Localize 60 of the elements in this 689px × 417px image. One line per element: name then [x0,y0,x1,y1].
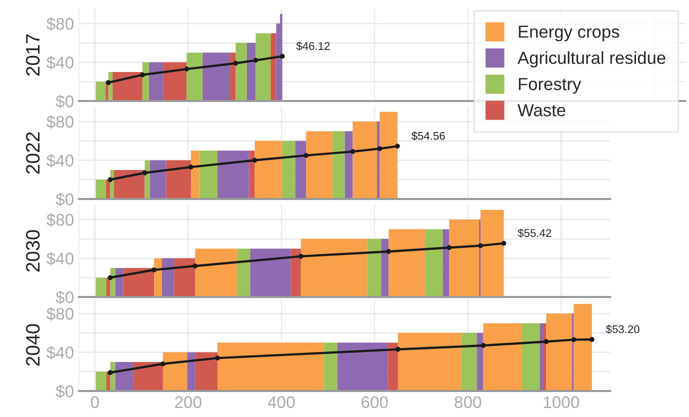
y-axis-title: 2030 [26,230,40,272]
point [152,267,157,272]
annotation: $46.12 [296,42,330,51]
legend-label: Agricultural residue [518,51,666,68]
point [160,361,166,366]
y-tick-label: $80 [46,115,74,129]
point [140,72,145,78]
point [350,149,356,154]
y-tick-label: $40 [46,252,74,266]
point [252,158,258,163]
y-tick-label: $40 [46,346,74,360]
x-tick-label: 800 [454,396,482,408]
point [253,58,258,63]
point [108,370,113,376]
y-tick-label: $40 [46,154,74,168]
point [377,146,382,152]
point [106,80,111,86]
y-axis-title: 2040 [26,324,40,366]
point [192,264,198,268]
legend-label: Energy crops [518,26,620,42]
point [298,254,304,259]
point [184,66,190,72]
point [386,249,392,254]
point [108,275,113,280]
y-tick-label: $0 [56,192,74,206]
point [215,356,220,361]
y-tick-label: $80 [46,17,74,31]
point [142,170,148,176]
point [108,177,113,182]
point [280,54,285,59]
y-tick-label: $0 [56,384,74,398]
y-tick-label: $80 [46,307,74,321]
annotation: $55.42 [518,228,552,238]
x-tick-label: 1000 [544,396,580,408]
point [590,337,594,342]
x-tick-label: 600 [362,396,388,408]
point [396,346,400,352]
point [304,152,309,158]
y-axis-title: 2017 [26,34,40,76]
x-tick-label: 0 [90,396,99,408]
x-tick-label: 200 [175,396,202,408]
legend-label: Waste [518,104,566,116]
point [233,60,238,66]
point [480,343,486,348]
y-tick-label: $0 [56,290,74,304]
point [544,339,549,344]
point [501,240,506,246]
point [571,337,576,342]
y-tick-label: $0 [56,94,74,108]
y-tick-label: $40 [46,56,74,70]
annotation: $53.20 [606,324,640,334]
legend-label: Forestry [518,78,582,94]
y-tick-label: $80 [46,213,74,227]
x-tick-label: 400 [268,396,295,408]
point [478,243,483,248]
annotation: $54.56 [411,131,445,140]
point [446,245,452,250]
point [395,144,400,149]
point [188,164,194,170]
y-axis-title: 2022 [26,132,40,174]
